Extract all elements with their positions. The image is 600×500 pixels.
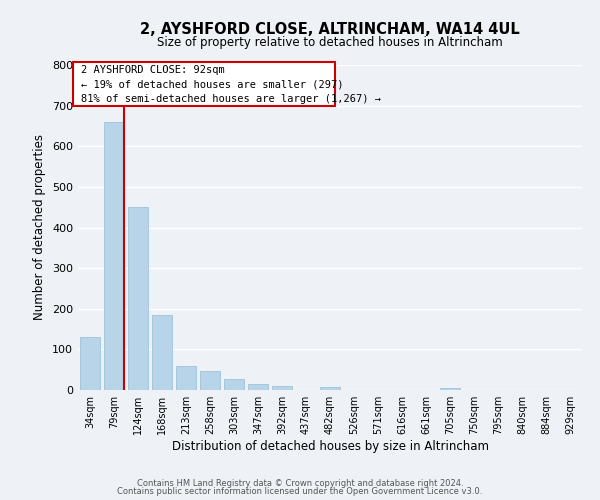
Bar [176,366,196,390]
Bar [80,337,100,390]
Text: Contains HM Land Registry data © Crown copyright and database right 2024.: Contains HM Land Registry data © Crown c… [137,478,463,488]
Bar [224,378,244,390]
Text: 2, AYSHFORD CLOSE, ALTRINCHAM, WA14 4UL: 2, AYSHFORD CLOSE, ALTRINCHAM, WA14 4UL [140,22,520,38]
Bar [200,370,220,390]
Bar [320,387,340,390]
Bar [104,122,124,390]
Bar [272,386,292,390]
FancyBboxPatch shape [73,62,335,106]
Bar [440,388,460,390]
Text: Size of property relative to detached houses in Altrincham: Size of property relative to detached ho… [157,36,503,49]
Bar [248,384,268,390]
Text: Contains public sector information licensed under the Open Government Licence v3: Contains public sector information licen… [118,487,482,496]
Bar [152,315,172,390]
X-axis label: Distribution of detached houses by size in Altrincham: Distribution of detached houses by size … [172,440,488,453]
Y-axis label: Number of detached properties: Number of detached properties [34,134,46,320]
Bar [128,207,148,390]
Text: 2 AYSHFORD CLOSE: 92sqm
← 19% of detached houses are smaller (297)
81% of semi-d: 2 AYSHFORD CLOSE: 92sqm ← 19% of detache… [80,65,380,104]
